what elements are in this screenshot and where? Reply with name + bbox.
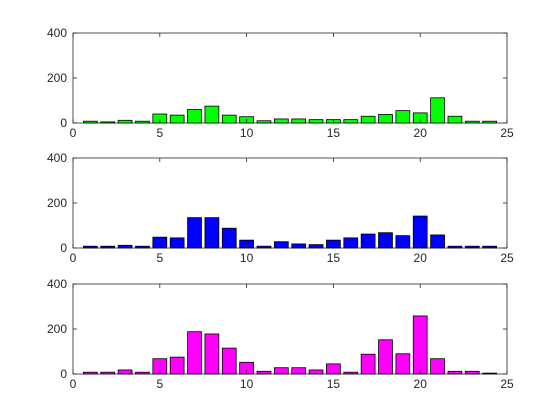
x-tick-label: 5 [156, 126, 163, 140]
bar-1-13 [291, 118, 307, 124]
bar-2-6 [169, 237, 185, 249]
bar-3-4 [135, 371, 150, 375]
subplot-3: 0 5 10 15 20 25 0 200 400 [47, 277, 514, 391]
axes-box [72, 157, 508, 249]
bar-2-2 [100, 245, 116, 249]
bar-3-20 [412, 315, 428, 375]
bar-2-16 [343, 237, 359, 249]
bar-1-7 [187, 109, 202, 124]
bar-3-21 [430, 358, 445, 375]
bar-1-14 [308, 119, 324, 124]
bar-2-18 [378, 232, 393, 249]
bar-1-24 [482, 120, 497, 124]
bar-1-8 [204, 105, 220, 124]
bar-3-23 [464, 370, 480, 375]
bar-2-4 [135, 245, 150, 249]
bar-2-14 [308, 244, 324, 249]
bar-3-19 [395, 353, 411, 375]
bar-1-20 [412, 112, 428, 124]
bar-1-19 [395, 110, 411, 124]
bar-3-22 [447, 370, 463, 375]
bar-3-24 [482, 372, 497, 375]
y-tick-label: 200 [47, 71, 67, 85]
bar-2-8 [204, 217, 220, 249]
x-tick-label: 5 [156, 377, 163, 391]
bar-3-15 [326, 363, 341, 375]
x-tick-label: 5 [156, 251, 163, 265]
bar-3-6 [169, 356, 185, 375]
bar-1-4 [135, 120, 150, 124]
bar-3-1 [83, 371, 98, 375]
bar-3-7 [187, 331, 202, 375]
bar-2-1 [83, 245, 98, 249]
y-tick-label: 0 [60, 367, 67, 381]
bar-2-9 [221, 227, 237, 249]
bar-3-12 [273, 367, 289, 375]
bar-2-24 [482, 245, 497, 249]
bar-2-21 [430, 234, 445, 249]
x-tick-label: 10 [240, 126, 254, 140]
x-tick-label: 15 [327, 126, 341, 140]
y-tick-label: 0 [60, 241, 67, 255]
bar-3-11 [256, 370, 272, 375]
bar-3-16 [343, 371, 359, 375]
x-tick-label: 0 [70, 377, 77, 391]
bar-1-1 [83, 120, 98, 124]
bar-2-23 [464, 245, 480, 249]
subplot-1: 0 5 10 15 20 25 0 200 400 [47, 26, 514, 140]
bar-2-3 [117, 244, 133, 249]
y-tick-label: 400 [47, 277, 67, 291]
x-tick-label: 25 [500, 126, 514, 140]
bar-3-3 [117, 369, 133, 375]
x-tick-label: 20 [414, 126, 428, 140]
bar-1-9 [221, 114, 237, 124]
bar-1-21 [430, 97, 445, 124]
bar-2-20 [412, 215, 428, 249]
x-tick-label: 15 [327, 377, 341, 391]
x-tick-label: 20 [414, 377, 428, 391]
x-tick-label: 15 [327, 251, 341, 265]
bar-1-17 [360, 115, 376, 124]
y-tick-label: 200 [47, 196, 67, 210]
y-tick-label: 400 [47, 151, 67, 165]
bar-3-18 [378, 339, 393, 375]
x-tick-label: 0 [70, 251, 77, 265]
x-tick-label: 10 [240, 377, 254, 391]
bar-3-2 [100, 371, 116, 375]
bar-1-22 [447, 115, 463, 124]
x-tick-label: 25 [500, 251, 514, 265]
bar-3-14 [308, 369, 324, 375]
bar-2-13 [291, 243, 307, 249]
bar-3-8 [204, 333, 220, 375]
bar-2-17 [360, 233, 376, 249]
bar-2-12 [273, 241, 289, 249]
x-tick-label: 20 [414, 251, 428, 265]
bar-1-3 [117, 119, 133, 124]
bar-1-12 [273, 118, 289, 124]
bar-1-16 [343, 119, 359, 124]
y-tick-label: 200 [47, 322, 67, 336]
y-tick-label: 0 [60, 116, 67, 130]
bar-2-11 [256, 245, 272, 249]
bar-3-17 [360, 353, 376, 375]
bar-3-9 [221, 347, 237, 375]
bar-1-23 [464, 120, 480, 124]
bar-1-18 [378, 114, 393, 124]
bar-2-22 [447, 245, 463, 249]
x-tick-label: 25 [500, 377, 514, 391]
bar-1-11 [256, 120, 272, 124]
x-tick-label: 10 [240, 251, 254, 265]
bar-3-13 [291, 367, 307, 375]
y-tick-label: 400 [47, 26, 67, 40]
subplot-2: 0 5 10 15 20 25 0 200 400 [47, 151, 514, 265]
x-tick-label: 0 [70, 126, 77, 140]
bar-2-19 [395, 235, 411, 249]
bar-2-7 [187, 217, 202, 249]
bar-1-2 [100, 121, 116, 124]
bar-1-6 [169, 114, 185, 124]
